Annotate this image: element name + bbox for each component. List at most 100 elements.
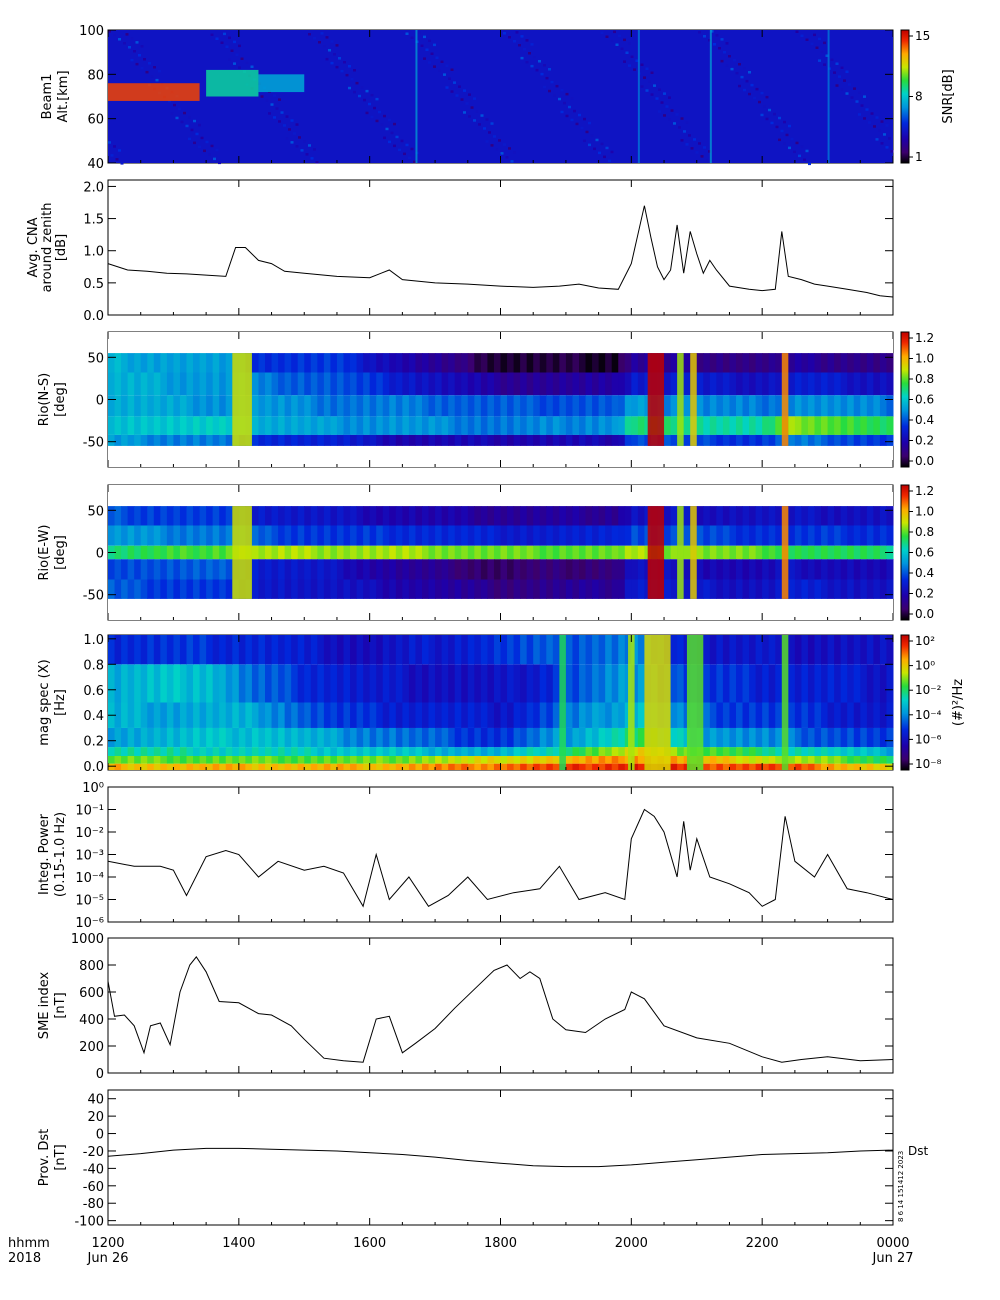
heatmap-cell (199, 727, 207, 748)
heatmap-cell (173, 579, 181, 599)
heatmap-cell (369, 395, 377, 417)
heatmap-speckle (480, 114, 484, 117)
heatmap-cell (807, 727, 815, 748)
heatmap-speckle (525, 39, 529, 42)
heatmap-cell (546, 755, 554, 764)
heatmap-cell (807, 525, 815, 546)
heatmap-cell (736, 434, 744, 446)
heatmap-cell (212, 395, 220, 417)
heatmap-cell (121, 702, 129, 728)
colorbar-tick-label: 0.8 (915, 372, 934, 386)
heatmap-cell (526, 353, 534, 373)
heatmap-cell (736, 545, 744, 560)
heatmap-speckle (490, 122, 494, 125)
heatmap-cell (827, 747, 835, 756)
heatmap-cell (762, 755, 770, 764)
heatmap-cell (500, 664, 508, 703)
heatmap-cell (520, 525, 528, 546)
heatmap-cell (336, 434, 344, 446)
heatmap-cell (454, 755, 462, 764)
heatmap-cell (879, 506, 887, 526)
heatmap-cell (807, 416, 815, 435)
heatmap-cell (467, 372, 475, 396)
heatmap-cell (317, 434, 325, 446)
heatmap-cell (513, 635, 521, 665)
heatmap-cell (847, 434, 855, 446)
heatmap-cell (618, 434, 626, 446)
heatmap-cell (134, 395, 142, 417)
heatmap-cell (762, 559, 770, 580)
heatmap-speckle (673, 122, 676, 125)
heatmap-cell (304, 755, 312, 764)
heatmap-cell (565, 395, 573, 417)
heatmap-cell (317, 635, 325, 665)
heatmap-speckle (785, 133, 789, 137)
heatmap-cell (147, 559, 155, 580)
heatmap-cell (526, 664, 534, 703)
heatmap-cell (624, 395, 632, 417)
heatmap-cell (592, 525, 600, 546)
heatmap-cell (768, 702, 776, 728)
heatmap-cell (605, 416, 613, 435)
heatmap-cell (500, 353, 508, 373)
heatmap-cell (166, 372, 174, 396)
heatmap-cell (238, 664, 246, 703)
heatmap-cell (474, 559, 482, 580)
heatmap-cell (134, 506, 142, 526)
heatmap-cell (729, 525, 737, 546)
heatmap-cell (821, 372, 829, 396)
heatmap-cell (251, 579, 259, 599)
heatmap-cell (435, 763, 443, 770)
heatmap-cell (206, 395, 214, 417)
heatmap-cell (552, 395, 560, 417)
heatmap-cell (860, 763, 868, 770)
heatmap-cell (382, 664, 390, 703)
heatmap-cell (291, 635, 299, 665)
heatmap-cell (513, 747, 521, 756)
heatmap-cell (467, 747, 475, 756)
heatmap-speckle (325, 36, 329, 39)
heatmap-cell (467, 727, 475, 748)
heatmap-cell (297, 545, 305, 560)
heatmap-cell (533, 664, 541, 703)
ylabel-cna-line1: Avg. CNA (26, 217, 41, 277)
heatmap-cell (834, 702, 842, 728)
heatmap-cell (474, 664, 482, 703)
heatmap-cell (147, 763, 155, 770)
heatmap-cell (722, 763, 730, 770)
heatmap-cell (199, 664, 207, 703)
heatmap-cell (807, 545, 815, 560)
heatmap-cell (160, 747, 168, 756)
heatmap-cell (402, 635, 410, 665)
heatmap-cell (193, 763, 201, 770)
heatmap-cell (513, 763, 521, 770)
heatmap-speckle (710, 30, 714, 33)
heatmap-cell (389, 747, 397, 756)
heatmap-speckle (420, 44, 424, 47)
heatmap-speckle (198, 123, 201, 127)
heatmap-cell (114, 395, 122, 417)
heatmap-cell (134, 763, 142, 770)
heatmap-cell (775, 372, 783, 396)
heatmap-cell (696, 434, 704, 446)
heatmap-cell (461, 727, 469, 748)
heatmap-speckle (878, 129, 881, 132)
heatmap-cell (762, 763, 770, 770)
heatmap-cell (768, 763, 776, 770)
heatmap-cell (317, 372, 325, 396)
heatmap-cell (173, 434, 181, 446)
heatmap-cell (749, 747, 757, 756)
heatmap-cell (487, 635, 495, 665)
heatmap-cell (696, 579, 704, 599)
heatmap-speckle (830, 58, 834, 61)
heatmap-cell (840, 727, 848, 748)
heatmap-speckle (408, 156, 411, 160)
heatmap-cell (258, 763, 266, 770)
colorbar-tick-label: 1.0 (915, 352, 934, 366)
heatmap-cell (461, 635, 469, 665)
heatmap-cell (422, 525, 430, 546)
colorbar (900, 484, 910, 621)
heatmap-cell (847, 353, 855, 373)
heatmap-cell (866, 353, 874, 373)
heatmap-speckle (233, 40, 236, 44)
